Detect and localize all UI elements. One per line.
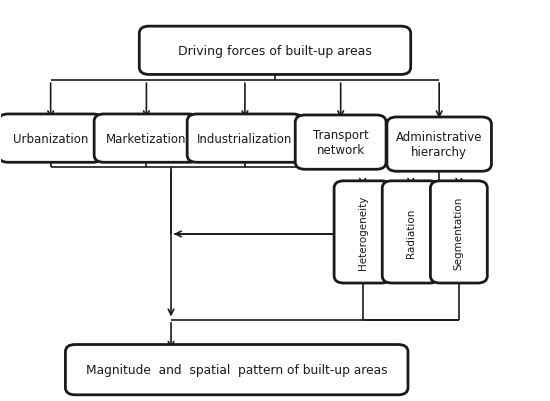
FancyBboxPatch shape — [295, 115, 386, 170]
FancyBboxPatch shape — [387, 117, 492, 172]
Text: Magnitude  and  spatial  pattern of built-up areas: Magnitude and spatial pattern of built-u… — [86, 363, 388, 376]
Text: Urbanization: Urbanization — [13, 132, 89, 145]
Text: Transport
network: Transport network — [313, 129, 369, 157]
Text: Segmentation: Segmentation — [454, 196, 464, 269]
Text: Industrialization: Industrialization — [197, 132, 293, 145]
FancyBboxPatch shape — [0, 115, 103, 163]
FancyBboxPatch shape — [431, 181, 487, 284]
Text: Marketization: Marketization — [106, 132, 186, 145]
Text: Heterogeneity: Heterogeneity — [358, 195, 367, 269]
FancyBboxPatch shape — [334, 181, 391, 284]
Text: Driving forces of built-up areas: Driving forces of built-up areas — [178, 45, 372, 58]
FancyBboxPatch shape — [65, 344, 408, 395]
Text: Radiation: Radiation — [406, 208, 416, 257]
FancyBboxPatch shape — [187, 115, 302, 163]
Text: Administrative
hierarchy: Administrative hierarchy — [396, 131, 482, 159]
FancyBboxPatch shape — [139, 27, 411, 75]
FancyBboxPatch shape — [382, 181, 439, 284]
FancyBboxPatch shape — [94, 115, 199, 163]
